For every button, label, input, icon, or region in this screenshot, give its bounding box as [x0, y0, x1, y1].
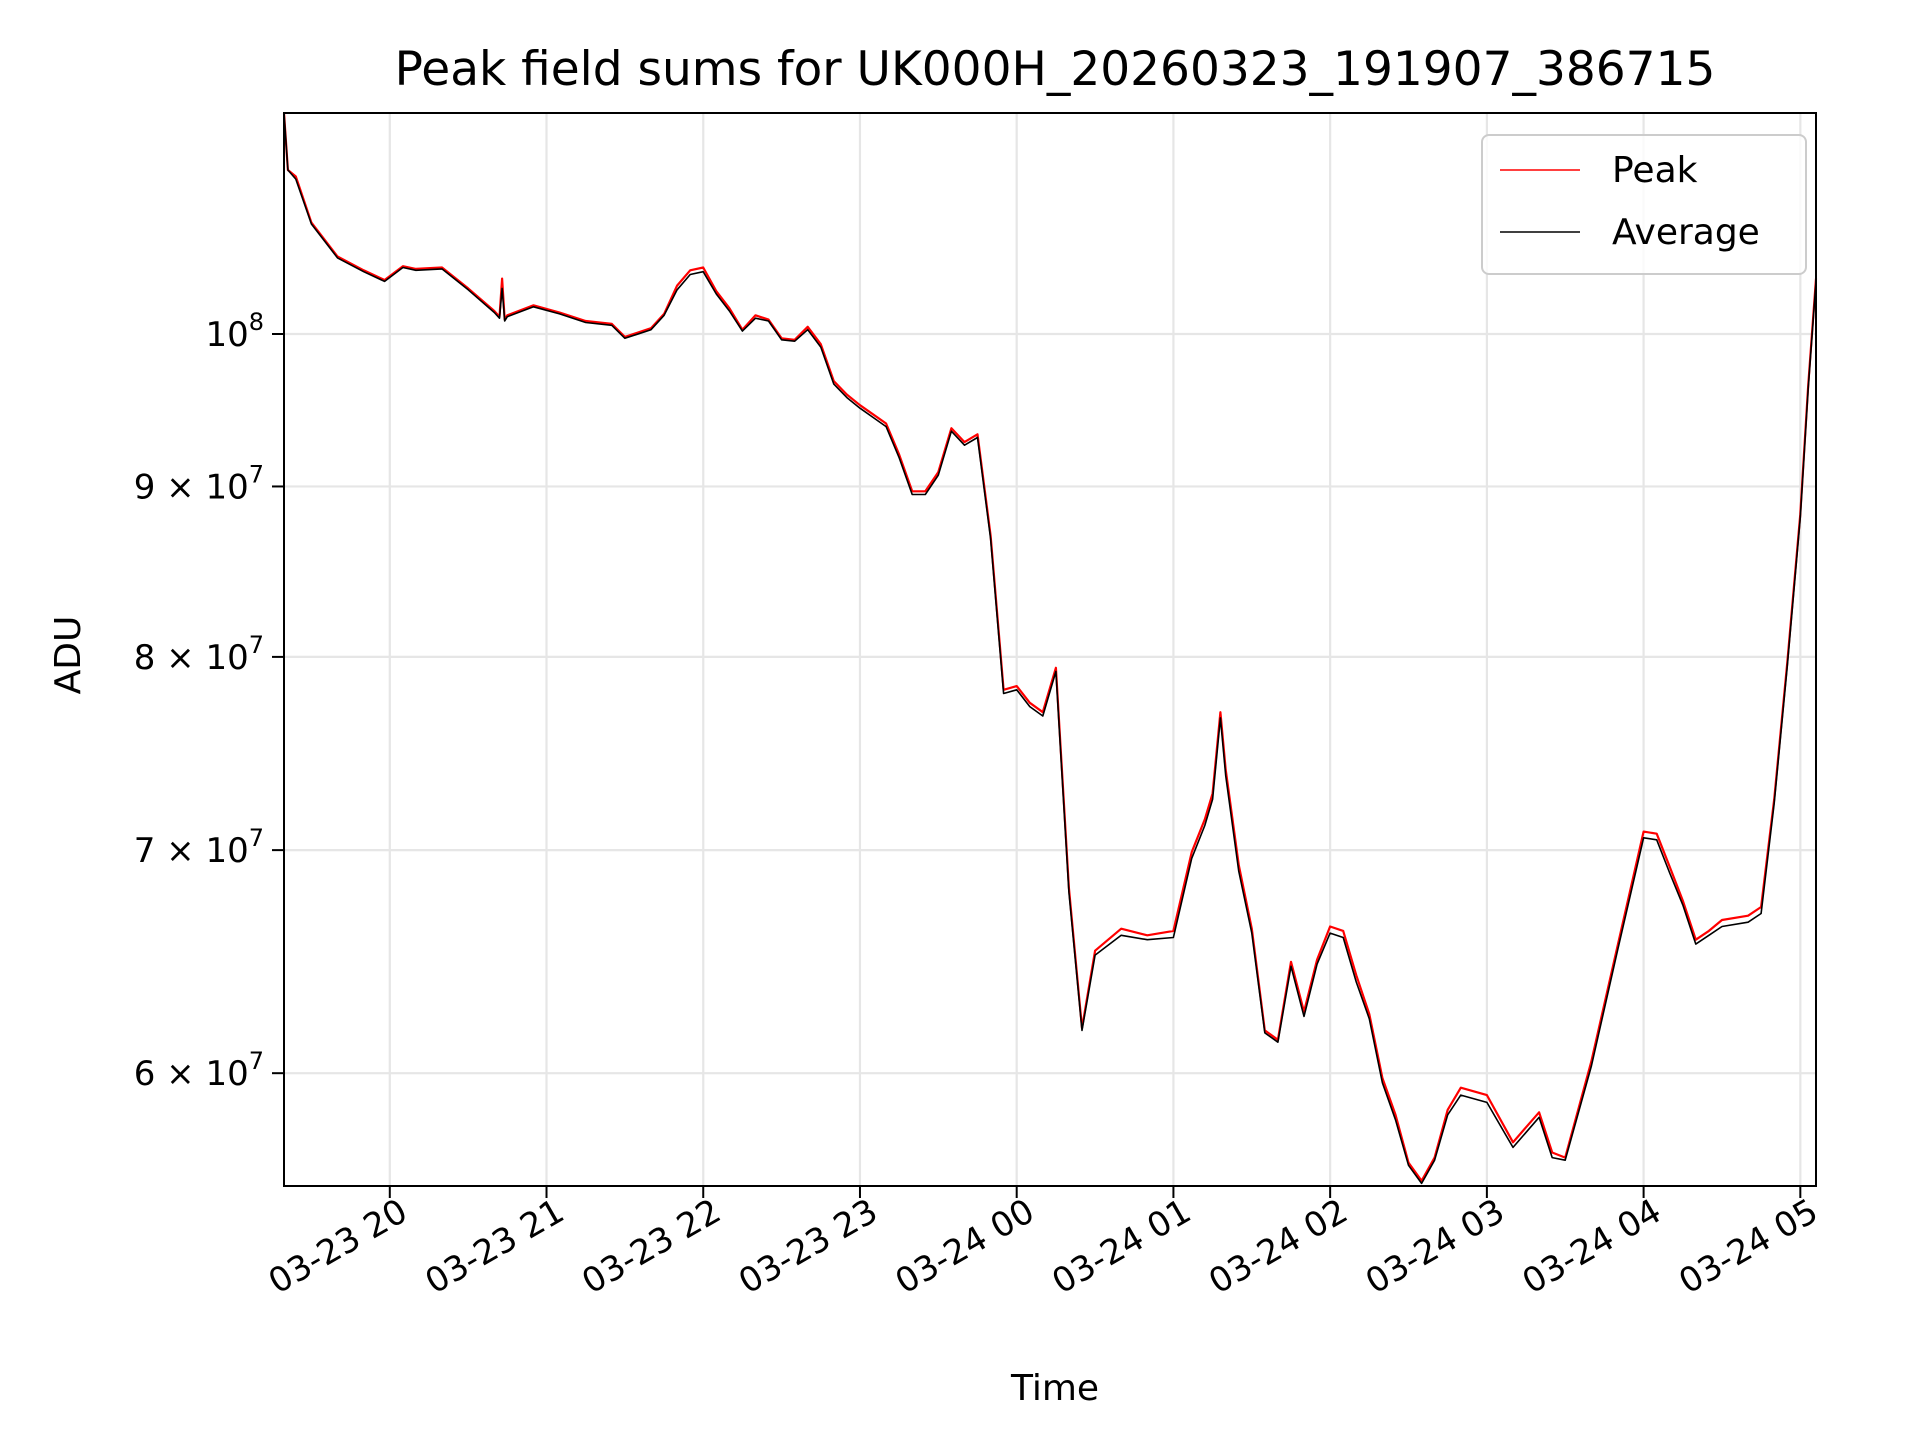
series-line-average	[283, 112, 1817, 1185]
y-tick-label: 108	[205, 308, 264, 355]
y-tick-label: 6 × 107	[134, 1047, 264, 1094]
legend: Peak Average	[1481, 134, 1807, 275]
series-line-peak	[282, 112, 1818, 1182]
x-axis-label: Time	[1010, 1368, 1099, 1409]
y-axis-ticks: 6 × 107 7 × 107 8 × 107 9 × 107 108	[134, 308, 284, 1094]
legend-label-peak: Peak	[1612, 150, 1698, 191]
series-lines	[282, 112, 1818, 1185]
grid-lines	[284, 113, 1816, 1186]
y-tick-label: 9 × 107	[134, 460, 264, 507]
y-tick-label: 8 × 107	[134, 631, 264, 678]
y-tick-label: 7 × 107	[134, 824, 264, 871]
plot-frame	[283, 112, 1817, 1187]
legend-label-average: Average	[1612, 212, 1760, 253]
chart-title: Peak field sums for UK000H_20260323_1919…	[395, 42, 1716, 97]
y-axis-label: ADU	[48, 616, 89, 695]
